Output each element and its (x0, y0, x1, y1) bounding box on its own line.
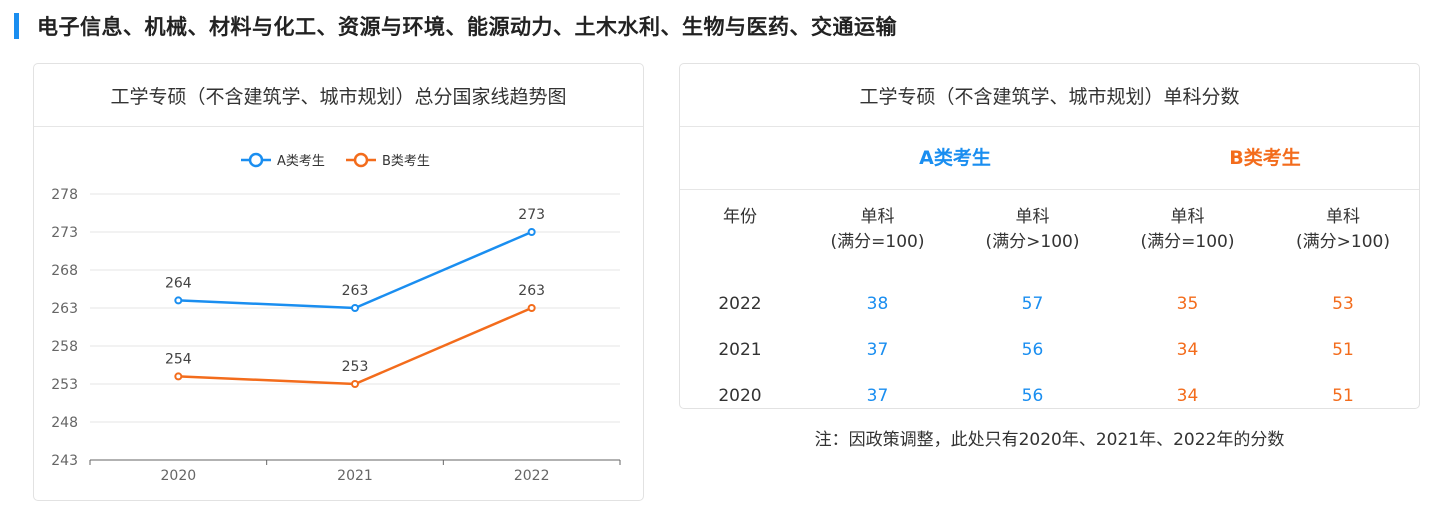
y-tick-label: 258 (51, 339, 78, 355)
section-title: 电子信息、机械、材料与化工、资源与环境、能源动力、土木水利、生物与医药、交通运输 (37, 15, 897, 39)
score-table: 年份 单科 (满分=100) 单科 (满分>100) 单科 (满分=100) 单科 (满… (680, 188, 1421, 419)
section-header: 电子信息、机械、材料与化工、资源与环境、能源动力、土木水利、生物与医药、交通运输 (14, 12, 897, 40)
cell-b1: 34 (1176, 386, 1199, 406)
table-row: 2021 37 56 34 51 (680, 327, 1421, 373)
chart-card-title: 工学专硕（不含建筑学、城市规划）总分国家线趋势图 (34, 64, 643, 127)
data-label: 263 (518, 283, 545, 299)
cell-b2: 53 (1332, 294, 1354, 314)
legend-label: B类考生 (382, 154, 430, 169)
cell-a2: 56 (1021, 340, 1044, 360)
table-row: 2022 38 57 35 53 (680, 281, 1421, 327)
data-point (174, 296, 183, 305)
col-header-b2: 单科 (满分>100) (1296, 207, 1390, 252)
header-accent-bar (14, 13, 19, 39)
col-header-a2: 单科 (满分>100) (985, 207, 1080, 252)
single-subject-card: 工学专硕（不含建筑学、城市规划）单科分数 A类考生 B类考生 年份 单科 (满分=… (679, 63, 1420, 409)
x-tick-label: 2022 (514, 468, 550, 484)
y-tick-label: 273 (51, 225, 78, 241)
cell-b2: 51 (1332, 340, 1354, 360)
cell-a2: 57 (1021, 294, 1044, 314)
x-tick-label: 2021 (337, 468, 373, 484)
cell-b1: 35 (1176, 294, 1199, 314)
table-row: 2020 37 56 34 51 (680, 373, 1421, 419)
col-header-b1: 单科 (满分=100) (1140, 207, 1235, 252)
cell-a1: 37 (866, 386, 889, 406)
footnote: 注：因政策调整，此处只有2020年、2021年、2022年的分数 (814, 430, 1285, 450)
data-label: 254 (165, 351, 192, 367)
y-tick-label: 278 (51, 187, 78, 203)
cell-a2: 56 (1021, 386, 1044, 406)
cell-a1: 37 (866, 340, 889, 360)
cell-a1: 38 (866, 294, 889, 314)
data-point (351, 304, 359, 312)
table-header-row: 年份 单科 (满分=100) 单科 (满分>100) 单科 (满分=100) 单科 (满… (680, 188, 1421, 281)
data-point (174, 372, 183, 381)
legend-label: A类考生 (277, 154, 325, 169)
group-a-label: A类考生 (919, 147, 991, 169)
data-label: 273 (518, 207, 545, 223)
y-tick-label: 253 (51, 377, 78, 393)
col-header-year: 年份 (723, 207, 757, 227)
table-card-title: 工学专硕（不含建筑学、城市规划）单科分数 (680, 64, 1419, 127)
y-tick-label: 268 (51, 263, 78, 279)
data-point (351, 380, 359, 388)
col-header-a1: 单科 (满分=100) (830, 207, 925, 252)
group-header-row: A类考生 B类考生 (680, 127, 1419, 190)
data-point (527, 304, 536, 312)
data-label: 263 (342, 283, 369, 299)
y-tick-label: 248 (51, 415, 78, 431)
data-label: 253 (342, 359, 369, 375)
group-b-label: B类考生 (1229, 147, 1301, 169)
cell-year: 2020 (718, 386, 762, 406)
x-tick-label: 2020 (161, 468, 197, 484)
cell-b1: 34 (1176, 340, 1199, 360)
cell-b2: 51 (1332, 386, 1354, 406)
legend-marker (248, 152, 264, 168)
line-chart: 243 248 253 258 263 268 273 278 2020 2021 2022 A类考生… (51, 152, 621, 484)
data-point (527, 228, 536, 236)
y-tick-label: 243 (51, 453, 78, 469)
y-tick-label: 263 (51, 301, 78, 317)
cell-year: 2021 (718, 340, 762, 360)
legend-marker (353, 152, 369, 168)
cell-year: 2022 (718, 294, 762, 314)
trend-chart-card: 工学专硕（不含建筑学、城市规划）总分国家线趋势图 243 248 253 258 263… (33, 63, 644, 501)
data-label: 264 (165, 275, 192, 291)
